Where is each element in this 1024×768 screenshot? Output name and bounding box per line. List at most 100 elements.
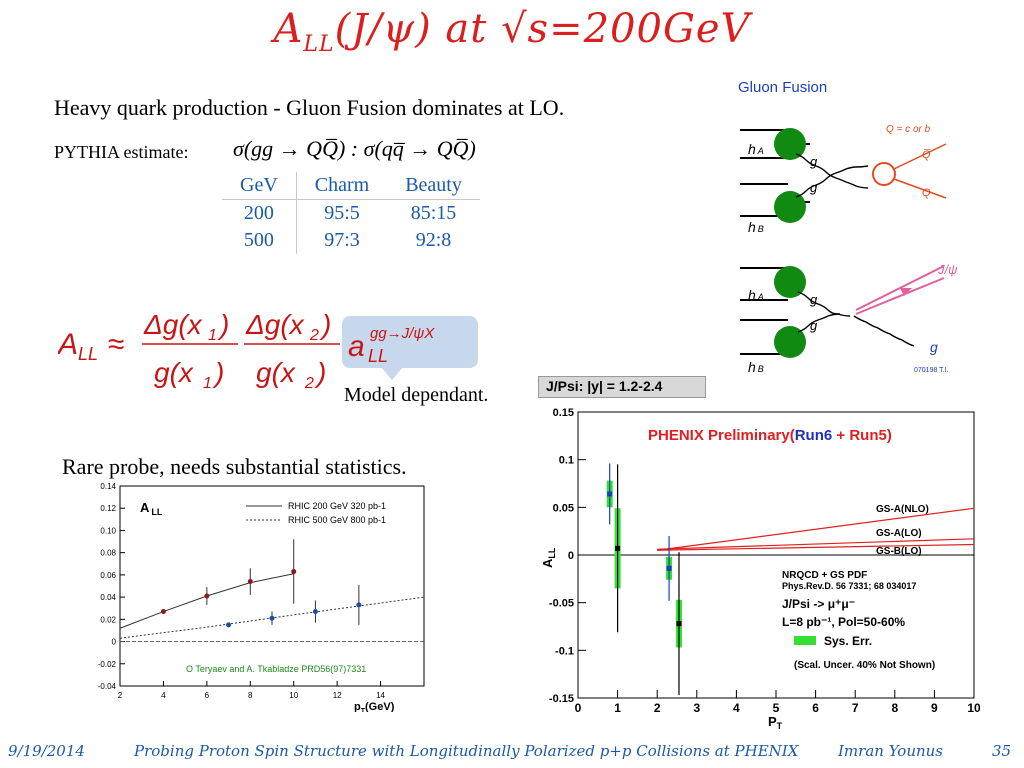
table-cell: 85:15	[410, 202, 457, 224]
y-tick-label: 0	[112, 638, 117, 647]
theory-curve	[657, 538, 975, 550]
x-tick-label: 6	[205, 691, 210, 700]
y-tick-label: 0	[568, 550, 574, 562]
label-g-out: g	[930, 339, 938, 355]
formula-den1: g(x	[154, 357, 194, 388]
x-tick-label: 4	[733, 701, 740, 715]
label-q-note: Q = c or b	[886, 124, 931, 135]
x-tick-label: 1	[614, 701, 621, 715]
formula-a-sub: LL	[368, 346, 388, 366]
label-g: g	[810, 154, 818, 169]
x-tick-label: 3	[693, 701, 700, 715]
y-tick-label: 0.15	[553, 407, 574, 419]
diagram-stamp: 070198 T.I.	[914, 367, 949, 374]
right-chart-ylabel: ALL	[540, 547, 557, 568]
formula-approx: ≈	[108, 328, 124, 361]
formula-num1: Δg(x	[143, 309, 203, 340]
quark-line	[893, 178, 947, 199]
formula-a: a	[348, 330, 365, 363]
data-point	[676, 621, 682, 627]
gluon-line	[797, 313, 841, 333]
callout-bubble	[342, 316, 478, 368]
footer-page: 35	[992, 742, 1012, 760]
table-header: GeV	[222, 172, 297, 200]
x-tick-label: 8	[891, 701, 898, 715]
data-point	[607, 491, 613, 497]
formula-num2-close: )	[319, 309, 331, 340]
x-tick-label: 0	[575, 701, 582, 715]
note-text: (Scal. Uncer. 40% Not Shown)	[794, 660, 935, 671]
legend-entry: RHIC 200 GeV 320 pb-1	[288, 501, 386, 511]
table-cell: 200	[222, 199, 297, 227]
data-point	[312, 609, 318, 615]
y-tick-label: -0.02	[98, 660, 117, 669]
x-tick-label: 2	[118, 691, 123, 700]
theory-curve	[657, 507, 975, 551]
x-tick-label: 9	[931, 701, 938, 715]
footer-title: Probing Proton Spin Structure with Longi…	[134, 742, 799, 760]
x-tick-label: 8	[248, 691, 253, 700]
pythia-formula: σ(gg → QQ̅) : σ(qq̅ → QQ̅)	[233, 136, 476, 161]
intro-text: Heavy quark production - Gluon Fusion do…	[54, 95, 565, 120]
y-tick-label: 0.14	[100, 482, 116, 491]
x-tick-label: 14	[376, 691, 385, 700]
quark-line	[893, 143, 947, 170]
note-text: NRQCD + GS PDF	[782, 570, 867, 581]
left-plot-frame	[119, 485, 425, 687]
left-chart-xlabel: pT(GeV)	[354, 701, 395, 712]
label-g: g	[810, 292, 818, 307]
x-tick-label: 10	[967, 701, 980, 715]
rare-probe-text: Rare probe, needs substantial statistics…	[62, 454, 407, 479]
formula-den2-sub: 2	[304, 375, 314, 392]
diagram-title: Gluon Fusion	[738, 79, 827, 96]
curve-label: GS-A(NLO)	[876, 504, 929, 515]
slide-title: ALL(J/ψ) at √s=200GeV	[273, 6, 751, 57]
jpsi-line	[855, 277, 945, 315]
footer-author: Imran Younus	[838, 742, 943, 760]
data-point	[226, 622, 232, 628]
y-tick-label: -0.04	[98, 682, 117, 691]
note-text: J/Psi -> μ⁺μ⁻	[782, 597, 855, 611]
label-g: g	[810, 180, 818, 195]
table-header: Beauty	[387, 172, 480, 200]
table-cell: 97:3	[324, 229, 360, 251]
quark-loop	[872, 162, 896, 186]
gluon-line	[795, 165, 869, 198]
y-tick-label: -0.05	[549, 598, 574, 610]
y-tick-label: 0.10	[100, 526, 116, 535]
sys-err-swatch	[794, 636, 816, 645]
cross-section-table: GeV Charm Beauty 200 95:5 85:15 500 97:3…	[222, 172, 480, 254]
note-text: L=8 pb⁻¹, Pol=50-60%	[782, 615, 905, 629]
right-chart: -0.15 -0.1 -0.05 0 0.05 0.1 0.15 0 1 2 3 4 5 6 7 8 9 10 P…	[540, 407, 980, 730]
formula-num2-sub: 2	[309, 327, 319, 344]
arrow-icon	[900, 288, 912, 296]
y-tick-label: -0.1	[555, 645, 574, 657]
formula-num1-close: )	[217, 309, 229, 340]
formula-lhs-sub: LL	[78, 344, 98, 364]
formula-a-sup: gg→J/ψX	[370, 325, 435, 342]
x-tick-label: 10	[289, 691, 298, 700]
table-header: Charm	[296, 172, 388, 200]
y-tick-label: 0.06	[100, 571, 116, 580]
right-chart-title: PHENIX Preliminary(Run6 + Run5)	[648, 427, 892, 444]
callout-tail	[380, 366, 404, 380]
right-chart-header-box	[538, 376, 706, 398]
footer-date: 9/19/2014	[8, 742, 85, 760]
formula-den2-close: )	[314, 357, 326, 388]
formula-den1-sub: 1	[203, 375, 212, 392]
left-chart-title: A LL	[140, 500, 163, 517]
y-tick-label: 0.04	[100, 593, 116, 602]
pythia-label: PYTHIA estimate:	[54, 142, 189, 162]
note-text: Phys.Rev.D. 56 7331; 68 034017	[782, 581, 916, 591]
data-point	[615, 545, 621, 551]
hadron-b-blob	[774, 191, 806, 223]
table-cell: 95:5	[324, 202, 360, 224]
x-tick-label: 6	[812, 701, 819, 715]
left-chart-annotation: O Teryaev and A. Tkabladze PRD56(97)7331	[186, 664, 366, 674]
gluon-out-line	[853, 315, 915, 347]
formula-den1-close: )	[212, 357, 224, 388]
data-point	[269, 615, 275, 621]
